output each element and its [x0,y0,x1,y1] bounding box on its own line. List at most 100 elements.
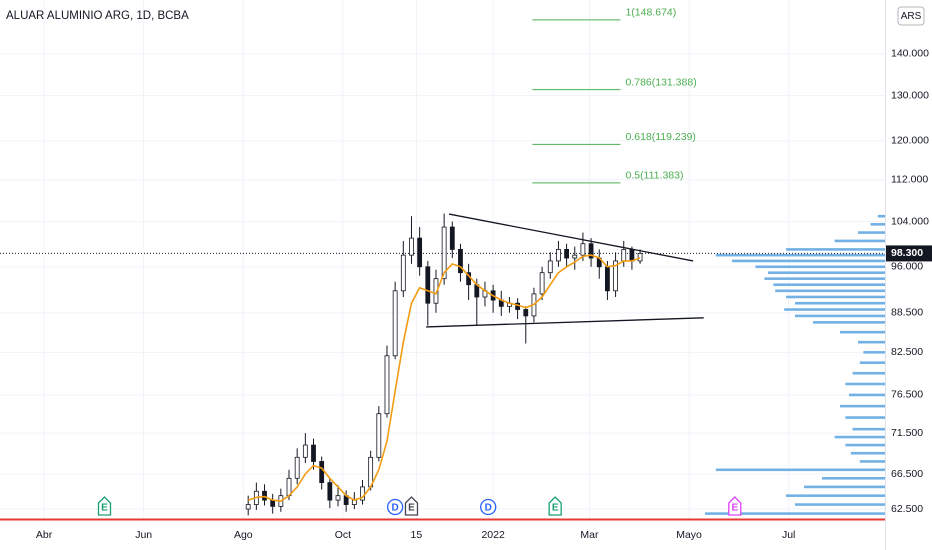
event-label: E [731,503,738,514]
y-tick-label: 88.500 [891,306,923,318]
candle-body [458,249,463,274]
candle-body [621,249,627,262]
volume-profile-bar [795,301,885,305]
candle-body [629,249,635,262]
volume-profile-bar [764,277,885,280]
volume-profile-bar [858,231,885,234]
volume-profile-bar [852,371,885,375]
volume-profile-bar [870,223,885,226]
candle-body [294,456,300,479]
volume-profile-bar [852,427,885,431]
event-marker [386,498,404,516]
candle-body [425,266,431,304]
candle-body [613,260,618,292]
candle-body [302,444,308,458]
x-tick-label: Ago [234,529,253,541]
volume-profile-bar [786,295,885,299]
candle-body [572,254,578,259]
volume-profile-bar [822,476,885,480]
volume-profile-bar [795,503,885,506]
y-tick-label: 130.000 [891,89,929,101]
volume-profile-bar [845,443,885,447]
event-marker [97,496,112,516]
fib-label: 0.618(119.239) [625,131,695,143]
trendline [426,317,704,328]
volume-profile-bar [859,460,885,463]
fib-label: 1(148.674) [625,7,676,19]
x-tick-label: Mayo [676,529,702,541]
candle-body [547,260,553,274]
y-tick-label: 62.500 [891,503,923,515]
event-marker [480,498,497,516]
candle-body [409,237,414,256]
y-tick-label: 71.500 [891,427,923,439]
event-marker [548,496,562,516]
event-marker [404,496,419,516]
x-tick-label: 2022 [481,529,505,541]
x-tick-label: 15 [411,529,423,541]
candle-body [384,355,390,415]
event-label: E [408,503,415,514]
volume-profile-bar [858,340,885,344]
volume-profile-bar [715,253,885,257]
volume-profile-bar [804,485,885,489]
candle-body [556,249,561,262]
candle-body [360,486,365,501]
volume-profile-bar [845,416,885,419]
y-tick-label: 140.000 [891,48,929,60]
volume-profile-bar [849,393,885,397]
fib-label: 0.786(131.388) [625,76,696,88]
candle-body [400,254,406,292]
currency-button[interactable] [897,6,925,26]
volume-profile-bar [859,361,885,364]
volume-profile-bar [784,308,885,311]
volume-profile-bar [732,259,885,263]
last-price-box [886,245,932,262]
volume-profile-bar [786,494,885,497]
y-tick-label: 82.500 [891,346,923,358]
currency-label[interactable]: ARS [901,11,922,22]
volume-profile-bar [755,265,885,269]
fib-label: 0.5(111.383) [625,170,683,182]
axes: 62.500 66.500 71.500 76.500 82.500 88.500 96.0… [36,48,932,541]
volume-profile-bar [773,283,885,287]
candle-body [449,226,455,250]
volume-profile-bar [834,435,885,439]
candle-body [523,309,529,317]
event-label: D [485,503,492,514]
x-tick-label: Oct [335,529,351,541]
candle-body [539,272,545,295]
candle-body [580,243,586,256]
event-marker [728,496,742,516]
event-label: E [552,503,559,514]
volume-profile-bar [813,321,885,324]
volume-profile-bar [834,239,885,243]
candle-body [245,504,251,510]
y-tick-label: 104.000 [891,215,929,227]
candle-body [605,266,610,292]
candle-body [588,243,594,259]
plot-area: 1(148.674) 0.786(131.388) 0.618(119.239) 0.… [0,7,885,516]
volume-profile-bar [877,214,885,218]
x-tick-label: Jun [135,529,152,541]
y-tick-label: 66.500 [891,468,923,480]
volume-profile-bar [845,382,885,386]
candle-body [376,413,382,458]
volume-profile-bar [775,289,885,293]
x-tick-label: Mar [580,529,599,541]
candle-body [417,237,423,268]
y-tick-label: 96.000 [891,261,923,273]
volume-profile-bar [840,404,885,408]
volume-profile-bar [850,451,885,455]
x-tick-label: Jul [782,529,795,541]
candle-body [262,490,267,501]
volume-profile-bar [786,248,885,251]
candle-body [319,461,325,483]
candle-body [637,253,643,262]
trendline [448,213,694,262]
volume-profile-bar [715,468,885,472]
candle-body [335,495,341,501]
x-tick-label: Abr [36,529,53,541]
